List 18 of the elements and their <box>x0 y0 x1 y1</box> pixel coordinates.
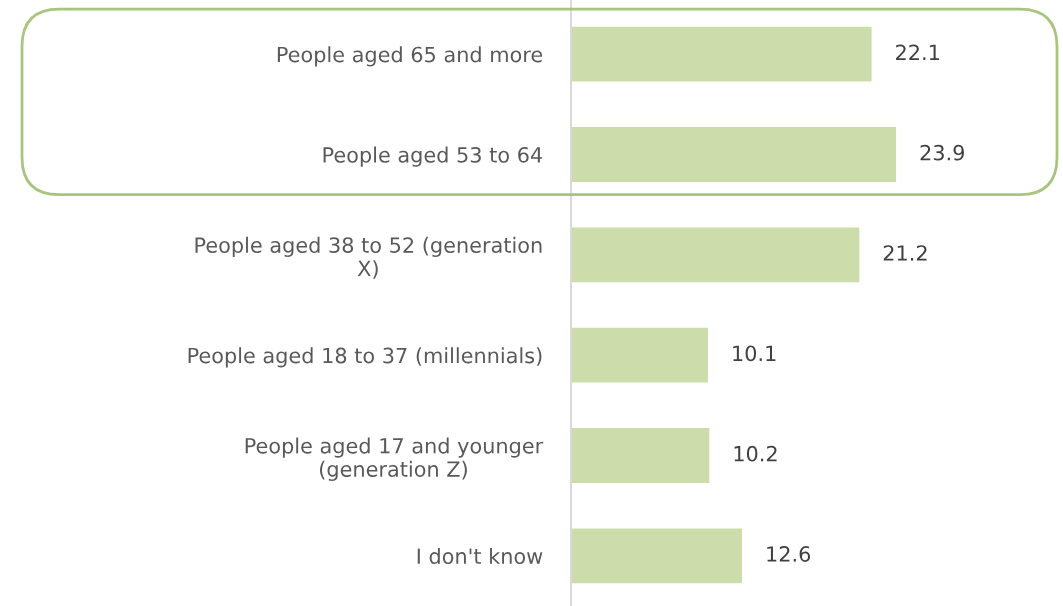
y-tick-label: People aged 53 to 64 <box>323 146 543 167</box>
data-label: 23.9 <box>920 144 964 161</box>
y-tick-label: People aged 18 to 37 (millennials) <box>188 347 542 368</box>
y-tick-label: People aged 65 and more <box>277 46 543 67</box>
bar <box>571 125 898 184</box>
y-tick-label: I don't know <box>417 547 543 565</box>
data-label: 10.1 <box>733 345 776 362</box>
data-label: 10.2 <box>734 445 777 462</box>
bar <box>571 326 710 384</box>
bar <box>571 25 873 83</box>
bar <box>571 226 861 284</box>
bar <box>571 527 744 585</box>
data-label: 22.1 <box>896 44 939 60</box>
bar <box>571 426 711 485</box>
data-label: 12.6 <box>767 546 811 562</box>
y-tick-label: People aged 38 to 52 (generation X) <box>195 236 542 279</box>
data-label: 21.2 <box>883 245 927 261</box>
y-tick-label: People aged 17 and younger (generation Z) <box>245 437 544 481</box>
